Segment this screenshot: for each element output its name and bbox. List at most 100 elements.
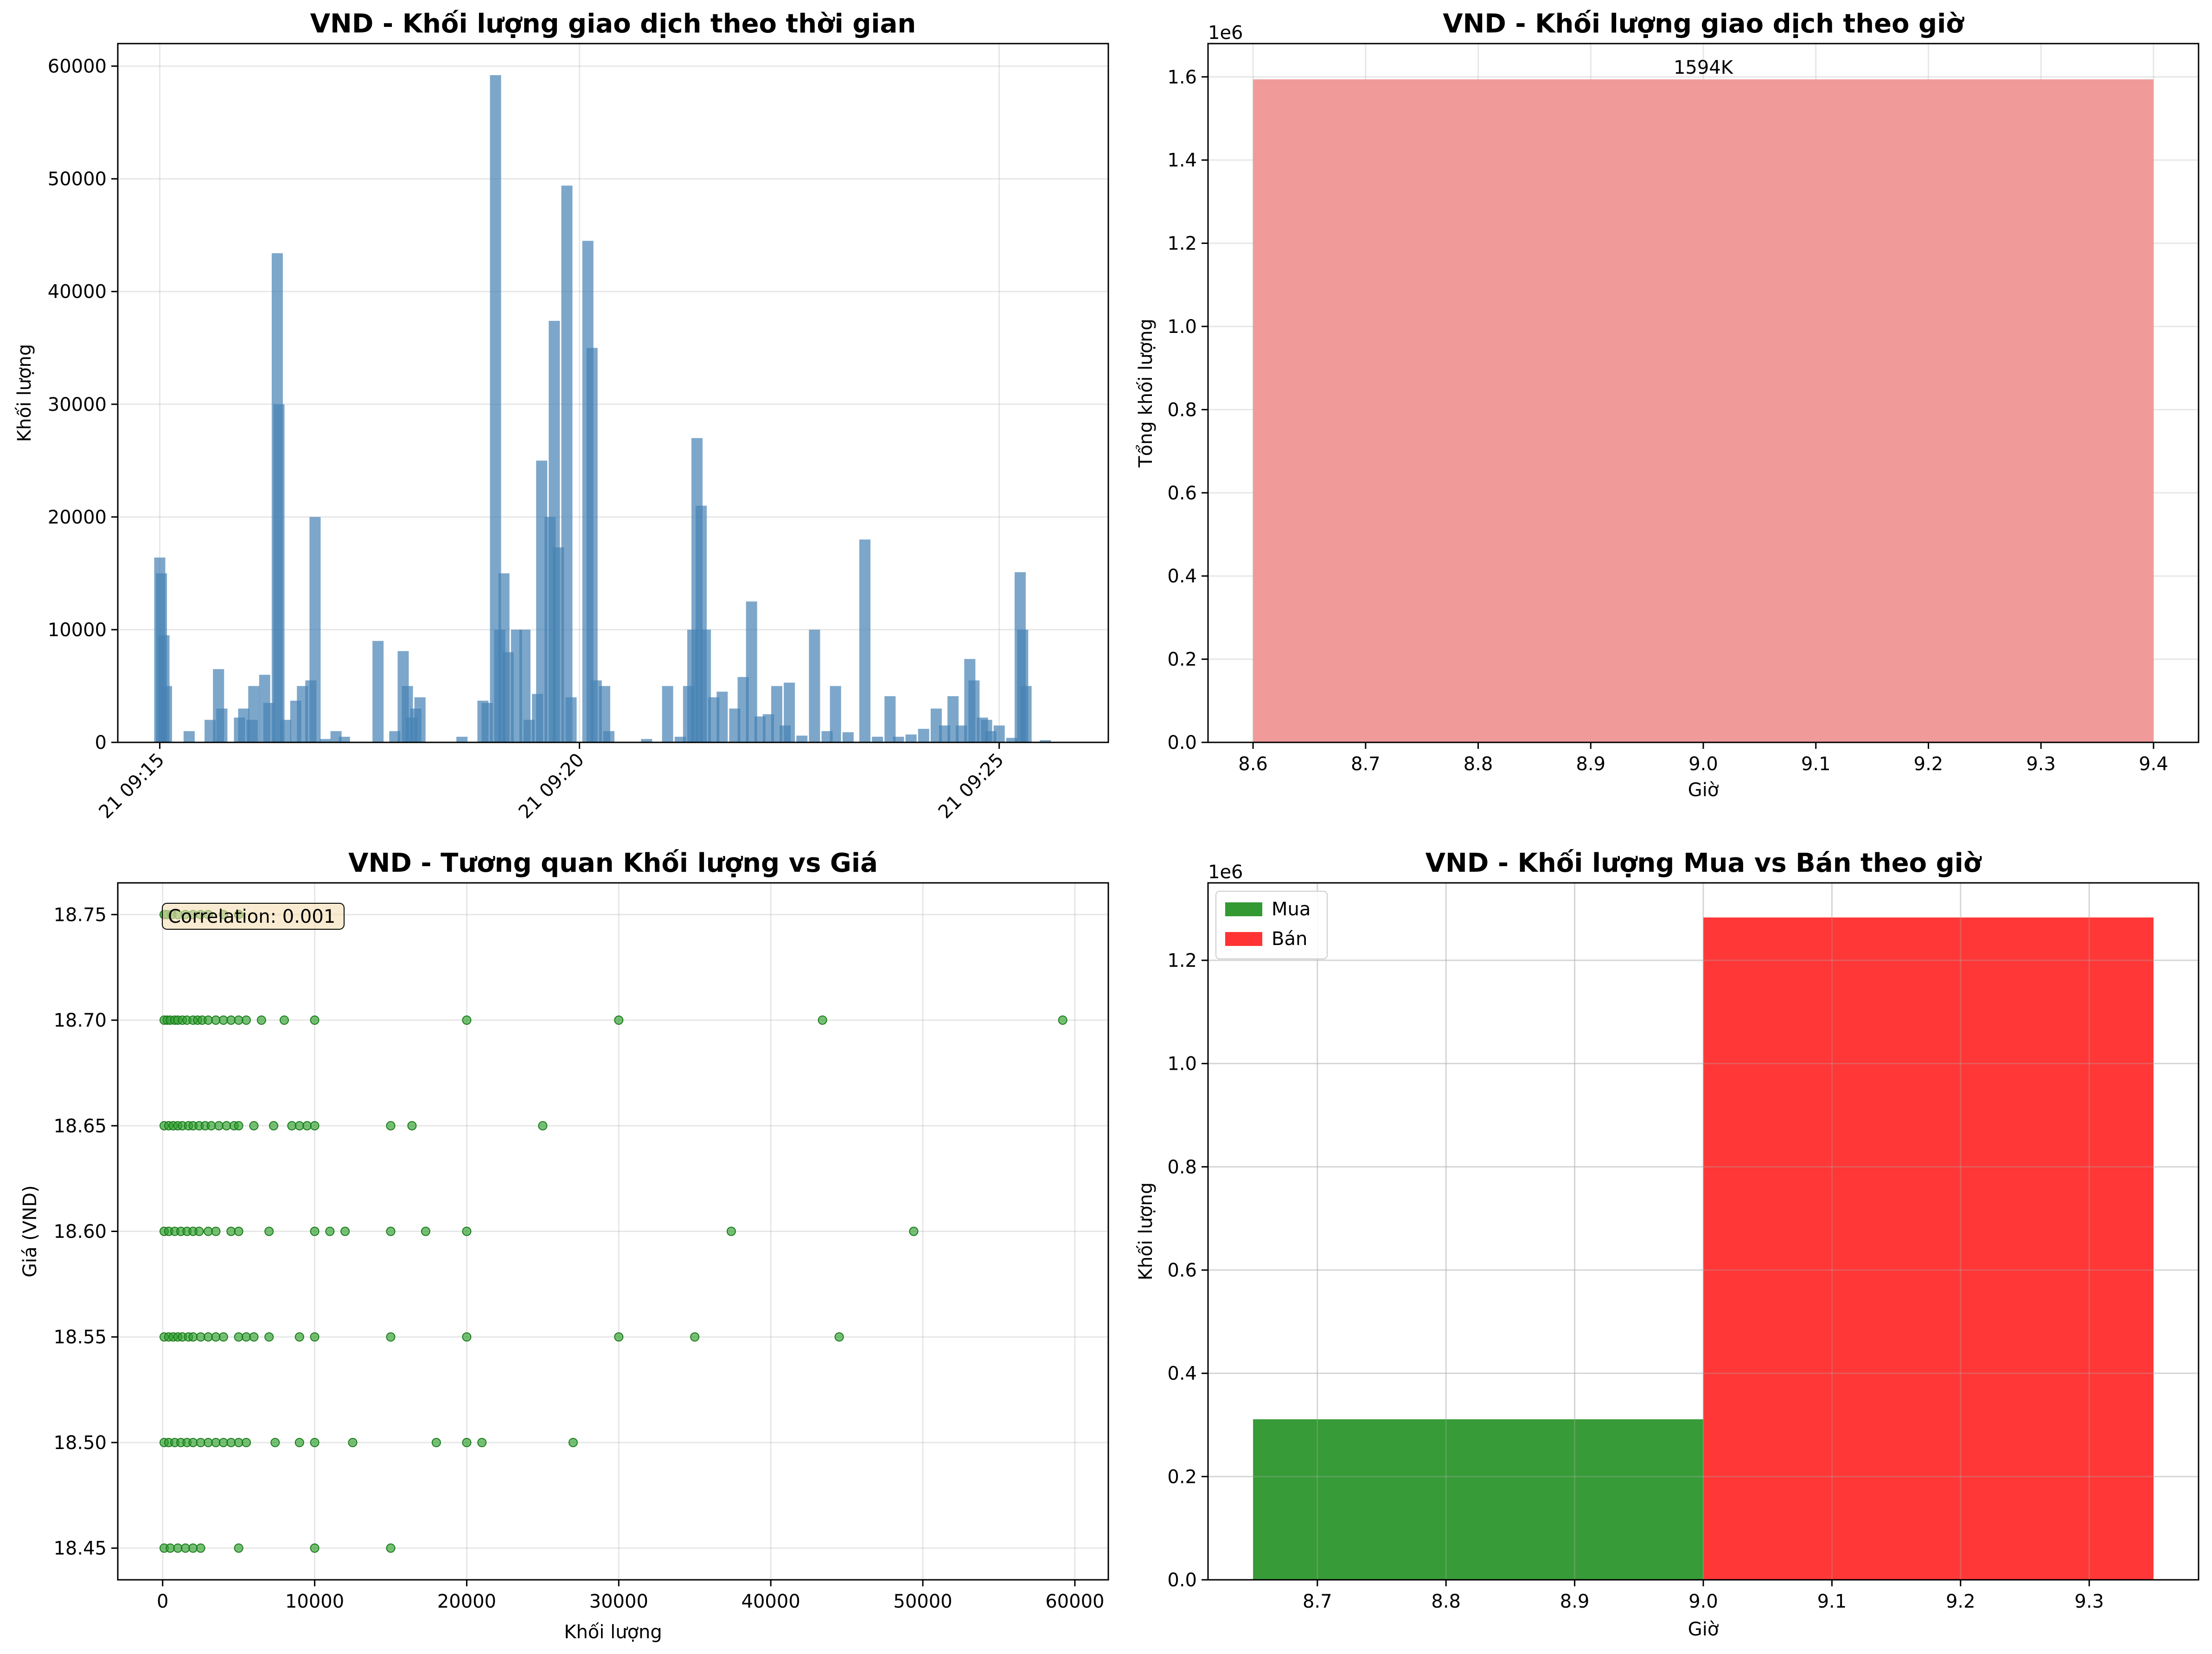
x-tick-label: 8.7 [1303, 1591, 1332, 1612]
x-tick-label: 9.4 [2139, 754, 2168, 775]
scatter-point [188, 1437, 198, 1447]
hour-volume-bar [1253, 79, 2154, 742]
scatter-point [204, 1332, 213, 1342]
scatter-point [310, 1226, 320, 1236]
x-tick-label: 9.1 [1817, 1591, 1847, 1612]
volume-bar [456, 736, 468, 742]
scatter-point [477, 1437, 487, 1447]
scatter-point [462, 1015, 472, 1025]
scatter-point [690, 1332, 700, 1342]
x-tick-label: 8.8 [1464, 754, 1493, 775]
y-tick-label: 18.55 [53, 1327, 107, 1348]
x-tick-label: 8.9 [1560, 1591, 1590, 1612]
volume-bar [872, 736, 883, 742]
scatter-point [287, 1121, 297, 1130]
volume-bar [586, 348, 598, 742]
scatter-point [196, 1437, 205, 1447]
y-axis-label: Tổng khối lượng [1135, 319, 1157, 468]
scatter-point [614, 1332, 624, 1342]
scatter-point [538, 1121, 548, 1130]
volume-bar [993, 725, 1005, 742]
volume-bar [1006, 738, 1017, 742]
scatter-point [264, 1332, 274, 1342]
y-axis-label: Khối lượng [14, 344, 35, 442]
y-axis-label: Khối lượng [1135, 1182, 1157, 1281]
x-tick-label: 60000 [1045, 1591, 1104, 1612]
x-tick-label: 20000 [437, 1591, 496, 1612]
x-tick-label: 9.0 [1688, 754, 1718, 775]
y-tick-label: 60000 [48, 56, 107, 77]
y-tick-label: 0.4 [1167, 1363, 1197, 1385]
scatter-point [242, 1437, 251, 1447]
y-tick-label: 30000 [48, 394, 107, 415]
y-tick-label: 0.8 [1167, 399, 1197, 421]
y-tick-label: 50000 [48, 169, 107, 190]
axis-scale-label: 1e6 [1208, 22, 1243, 44]
y-tick-label: 1.2 [1167, 233, 1197, 255]
scatter-point [211, 1015, 221, 1025]
scatter-point [462, 1332, 472, 1342]
scatter-point [218, 1437, 228, 1447]
scatter-point [194, 1226, 204, 1236]
y-tick-label: 1.0 [1167, 1054, 1197, 1075]
scatter-point [196, 1332, 205, 1342]
y-axis-label: Giá (VND) [19, 1185, 41, 1277]
buy-bar [1253, 1419, 1703, 1580]
scatter-point [294, 1437, 304, 1447]
y-tick-label: 18.75 [53, 904, 107, 926]
scatter-point [568, 1437, 578, 1447]
x-tick-label: 50000 [893, 1591, 952, 1612]
volume-bar [662, 686, 673, 742]
correlation-annotation: Correlation: 0.001 [168, 906, 335, 927]
scatter-point [204, 1226, 213, 1236]
y-tick-label: 18.60 [53, 1221, 107, 1243]
scatter-point [234, 1226, 243, 1236]
x-tick-label: 21 09:15 [95, 749, 169, 823]
scatter-point [407, 1121, 417, 1130]
scatter-point [340, 1226, 350, 1236]
volume-bar [796, 735, 808, 742]
y-tick-label: 18.50 [53, 1432, 107, 1454]
volume-bar [641, 739, 652, 742]
legend-label: Mua [1272, 899, 1311, 920]
legend: Mua Bán [1215, 891, 1328, 959]
scatter-point [226, 1015, 236, 1025]
y-tick-label: 0.0 [1167, 1570, 1197, 1591]
volume-bar [414, 697, 426, 742]
volume-bar [309, 517, 321, 742]
y-tick-label: 1.0 [1167, 316, 1197, 338]
scatter-point [431, 1437, 441, 1447]
scatter-point [462, 1437, 472, 1447]
volume-bar [339, 736, 350, 742]
y-tick-label: 0.6 [1167, 483, 1197, 504]
chart-title: VND - Khối lượng Mua vs Bán theo giờ [1426, 848, 1982, 878]
scatter-point [234, 1015, 243, 1025]
scatter-point [242, 1015, 251, 1025]
scatter-point [222, 1121, 231, 1130]
scatter-point [188, 1543, 198, 1553]
scatter-point [1058, 1015, 1068, 1025]
scatter-point [264, 1226, 274, 1236]
scatter-point [211, 1226, 221, 1236]
scatter-point [249, 1121, 259, 1130]
panel-volume-by-hour: 1594K 0.0 0.2 0.4 0.6 0.8 1.0 1.2 1.4 1.6 8.6 8.7 8.… [1135, 9, 2199, 801]
y-tick-label: 1.6 [1167, 67, 1197, 88]
scatter-point [421, 1226, 430, 1236]
sell-bar [1703, 917, 2154, 1580]
x-axis-label: Giờ [1688, 779, 1719, 801]
x-tick-label: 8.8 [1431, 1591, 1461, 1612]
scatter-point [249, 1332, 259, 1342]
scatter-point [302, 1121, 312, 1130]
volume-bar [893, 736, 904, 742]
scatter-point [234, 1332, 243, 1342]
panel-volume-over-time: 0 10000 20000 30000 40000 50000 60000 21 09:15 2… [14, 9, 1109, 823]
scatter-point [196, 1543, 205, 1553]
volume-bar [561, 185, 573, 743]
volume-bar [280, 720, 292, 742]
x-tick-label: 9.1 [1801, 754, 1831, 775]
scatter-point [234, 1543, 243, 1553]
scatter-point [462, 1226, 472, 1236]
y-tick-label: 0.2 [1167, 1466, 1197, 1488]
y-tick-label: 18.70 [53, 1010, 107, 1031]
axes-frame [117, 43, 1109, 743]
